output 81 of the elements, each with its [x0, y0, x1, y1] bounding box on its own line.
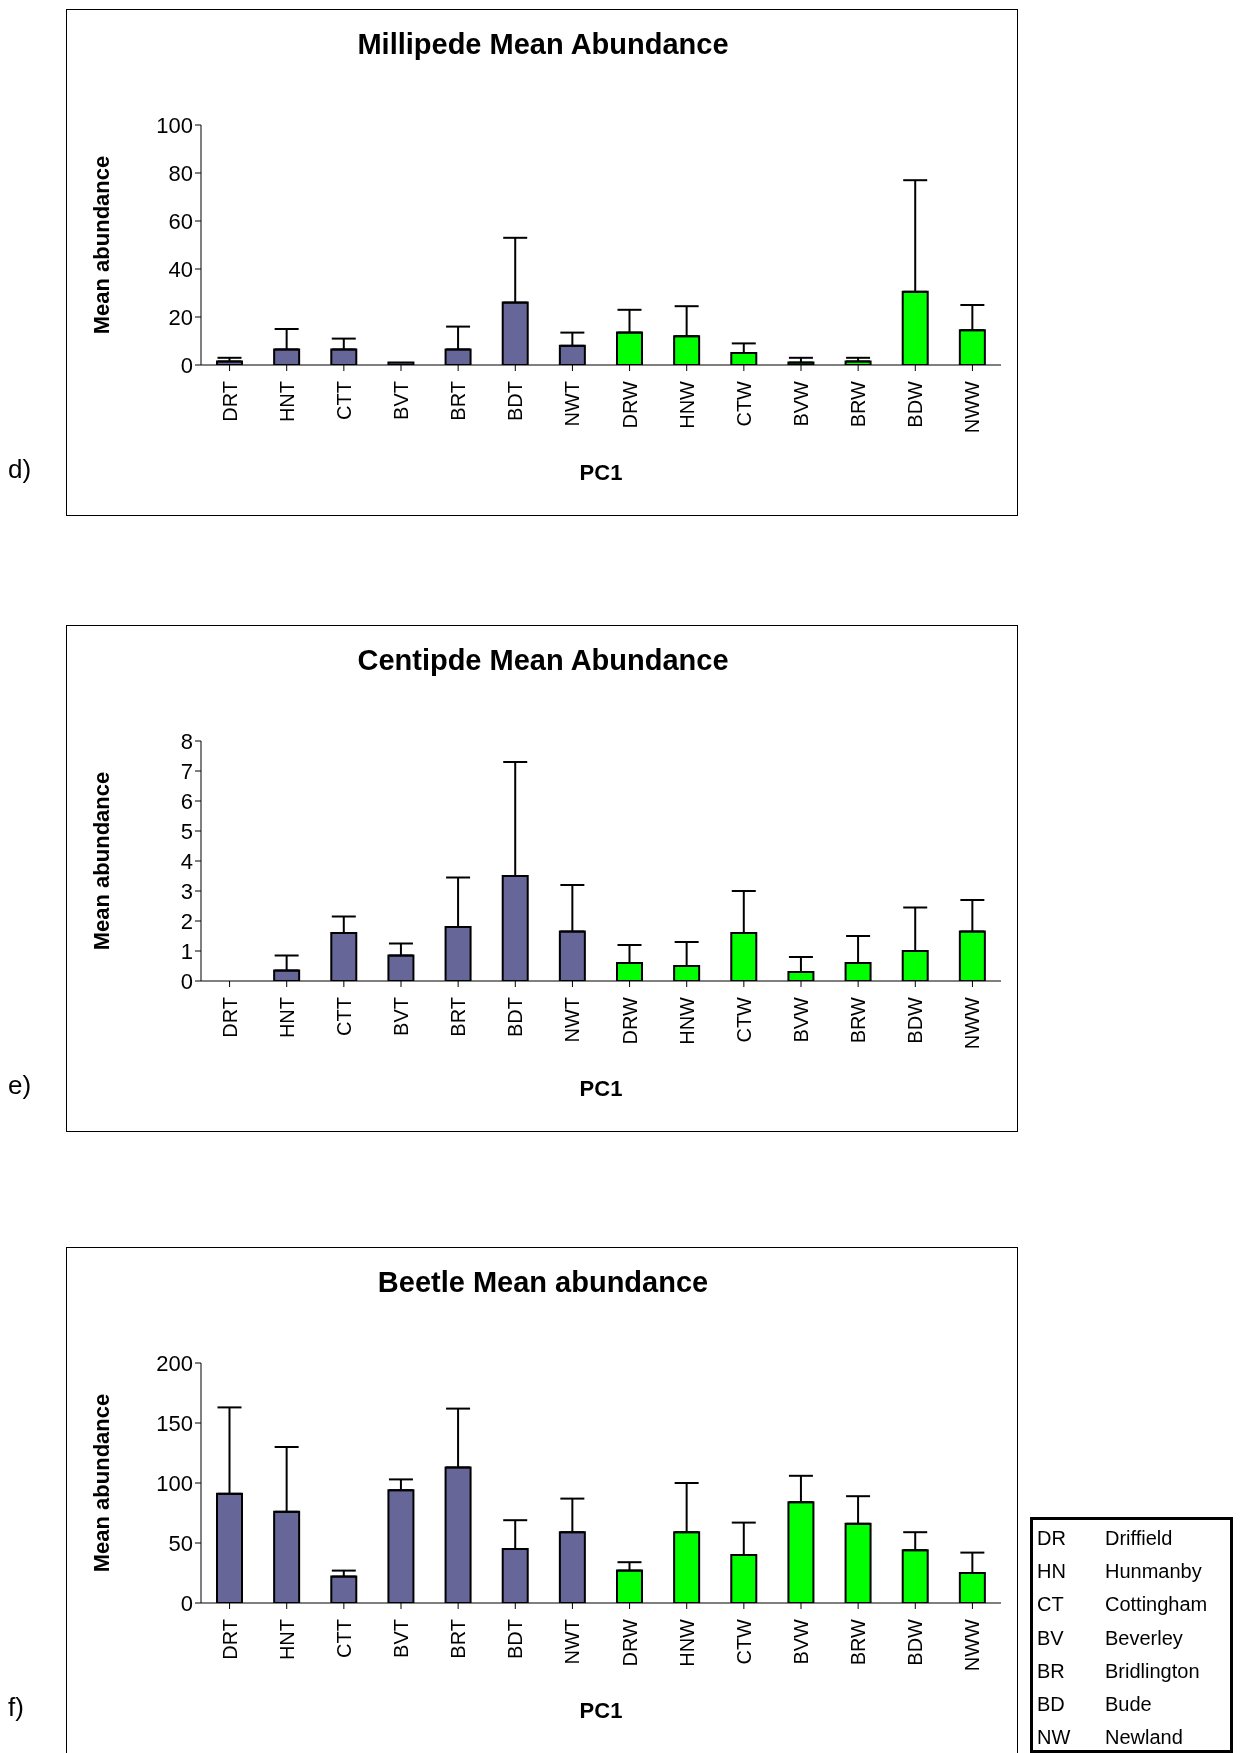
- y-axis-title: Mean abundance: [88, 1393, 114, 1573]
- x-tick-label: CTT: [332, 1619, 355, 1658]
- x-tick-label: BVW: [790, 996, 812, 1043]
- x-tick-label: BDW: [904, 1618, 927, 1666]
- text: f): [8, 1692, 24, 1723]
- y-tick-label: 60: [168, 208, 193, 234]
- y-tick-label: 80: [168, 160, 193, 186]
- text: BR Bridlington: [1037, 1659, 1200, 1682]
- x-tick-label: HNT: [275, 1619, 298, 1661]
- y-tick-label: 4: [180, 848, 193, 874]
- y-axis-title: Mean abundance: [88, 155, 114, 335]
- x-tick-label: BVT: [390, 997, 412, 1036]
- x-tick-label: BDT: [504, 381, 527, 421]
- x-tick-label: HNT: [275, 997, 298, 1039]
- y-tick-label: 8: [180, 728, 193, 754]
- x-tick-label: DRW: [618, 1618, 641, 1667]
- y-tick-label: 150: [156, 1410, 193, 1436]
- y-tick-label: 0: [180, 968, 193, 994]
- chart-title: Centipde Mean Abundance: [356, 644, 730, 677]
- x-tick-label: NWT: [561, 997, 584, 1043]
- y-tick-label: 20: [168, 304, 193, 330]
- x-tick-label: BDT: [504, 997, 527, 1037]
- x-tick-label: CTW: [732, 1618, 755, 1665]
- x-axis-title: PC1: [578, 1076, 624, 1102]
- x-tick-label: DRT: [218, 997, 241, 1038]
- y-tick-label: 7: [180, 758, 193, 784]
- x-tick-label: HNT: [275, 381, 298, 423]
- x-tick-label: BRT: [447, 997, 470, 1037]
- x-tick-label: BRT: [447, 381, 470, 421]
- y-tick-label: 3: [180, 878, 193, 904]
- text: DR Driffield: [1037, 1527, 1173, 1550]
- x-tick-label: HNW: [675, 380, 698, 429]
- y-tick-label: 0: [180, 1590, 193, 1616]
- y-tick-label: 5: [180, 818, 193, 844]
- x-tick-label: HNW: [675, 1618, 698, 1667]
- x-tick-label: HNW: [675, 996, 698, 1045]
- x-tick-label: CTW: [732, 996, 755, 1043]
- x-tick-label: BDW: [904, 996, 927, 1044]
- text: NW Newland: [1037, 1726, 1183, 1749]
- x-tick-label: BVT: [390, 381, 412, 420]
- y-axis-title: Mean abundance: [88, 771, 114, 951]
- x-tick-label: NWT: [561, 1619, 584, 1665]
- y-tick-label: 40: [168, 256, 193, 282]
- text: BV Beverley: [1037, 1626, 1183, 1649]
- x-tick-label: DRW: [618, 996, 641, 1045]
- x-tick-label: CTW: [732, 380, 755, 427]
- x-tick-label: BVT: [390, 1619, 412, 1658]
- text: d): [8, 454, 32, 485]
- x-tick-label: BDT: [504, 1619, 527, 1659]
- y-tick-label: 6: [180, 788, 193, 814]
- x-tick-label: BRW: [847, 996, 870, 1044]
- y-tick-label: 0: [180, 352, 193, 378]
- y-tick-label: 100: [156, 1470, 193, 1496]
- x-tick-label: NWW: [961, 1618, 984, 1672]
- y-tick-label: 100: [156, 112, 193, 138]
- x-axis-title: PC1: [578, 460, 624, 486]
- x-tick-label: DRT: [218, 1619, 241, 1660]
- y-tick-label: 2: [180, 908, 193, 934]
- x-tick-label: BRW: [847, 1618, 870, 1666]
- text: HN Hunmanby: [1037, 1560, 1202, 1583]
- y-tick-label: 200: [156, 1350, 193, 1376]
- x-tick-label: BVW: [790, 1618, 812, 1665]
- x-tick-label: NWW: [961, 380, 984, 434]
- x-tick-label: NWT: [561, 381, 584, 427]
- x-tick-label: DRW: [618, 380, 641, 429]
- chart-title: Beetle Mean abundance: [376, 1266, 710, 1299]
- x-tick-label: NWW: [961, 996, 984, 1050]
- y-tick-label: 50: [168, 1530, 193, 1556]
- x-tick-label: BRW: [847, 380, 870, 428]
- x-tick-label: BDW: [904, 380, 927, 428]
- text: BD Bude: [1037, 1693, 1152, 1716]
- y-tick-label: 1: [180, 938, 193, 964]
- chart-title: Millipede Mean Abundance: [356, 28, 730, 61]
- x-tick-label: BRT: [447, 1619, 470, 1659]
- x-axis-title: PC1: [578, 1698, 624, 1724]
- x-tick-label: CTT: [332, 997, 355, 1036]
- x-tick-label: BVW: [790, 380, 812, 427]
- x-tick-label: DRT: [218, 381, 241, 422]
- text: e): [8, 1070, 32, 1101]
- x-tick-label: CTT: [332, 381, 355, 420]
- text: CT Cottingham: [1037, 1593, 1208, 1616]
